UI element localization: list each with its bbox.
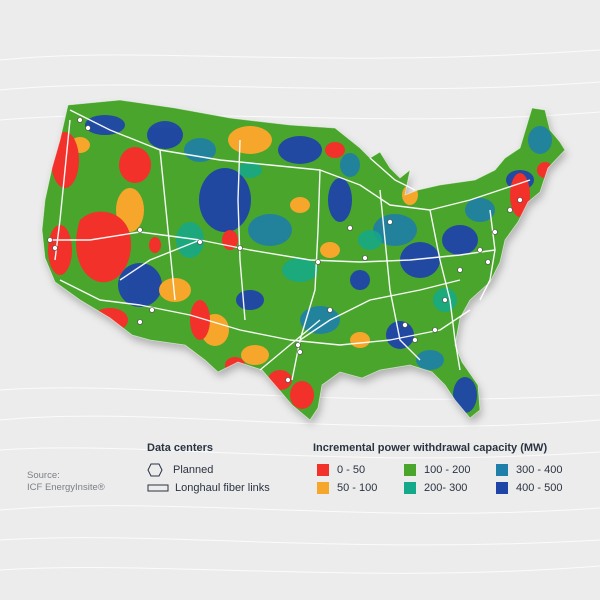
- legend-capacity-200-300: 200- 300: [404, 481, 467, 495]
- fiber-links: [50, 109, 531, 381]
- legend-capacity-400-500: 400 - 500: [496, 481, 562, 495]
- legend-swatch: [496, 482, 508, 495]
- legend-label: 400 - 500: [516, 482, 563, 494]
- legend-label: 50 - 100: [337, 482, 378, 494]
- legend-label: 300 - 400: [516, 464, 563, 476]
- legend-label: 100 - 200: [424, 464, 471, 476]
- legend-planned: Planned: [147, 463, 213, 477]
- legend-fiber-label: Longhaul fiber links: [175, 482, 270, 494]
- source-note: Source: ICF EnergyInsite®: [27, 470, 105, 494]
- legend-fiber: Longhaul fiber links: [147, 481, 270, 495]
- legend-capacity-100-200: 100 - 200: [404, 463, 470, 477]
- legend-swatch: [496, 464, 508, 477]
- data-centers-legend-title: Data centers: [147, 442, 214, 454]
- source-name: ICF EnergyInsite®: [27, 482, 105, 493]
- legend-capacity-50-100: 50 - 100: [317, 481, 377, 495]
- planned-data-centers: [47, 117, 523, 383]
- legend-label: 200- 300: [424, 482, 468, 494]
- legend-swatch: [317, 464, 329, 477]
- legend-planned-label: Planned: [173, 464, 214, 476]
- legend-swatch: [317, 482, 329, 495]
- hexagon-icon: [147, 463, 163, 477]
- source-label: Source:: [27, 470, 60, 481]
- capacity-legend-title: Incremental power withdrawal capacity (M…: [313, 442, 548, 454]
- legend-capacity-300-400: 300 - 400: [496, 463, 562, 477]
- legend-swatch: [404, 464, 416, 477]
- legend-label: 0 - 50: [337, 464, 366, 476]
- legend-swatch: [404, 482, 416, 495]
- fiber-link-icon: [147, 484, 169, 492]
- legend-capacity-0-50: 0 - 50: [317, 463, 365, 477]
